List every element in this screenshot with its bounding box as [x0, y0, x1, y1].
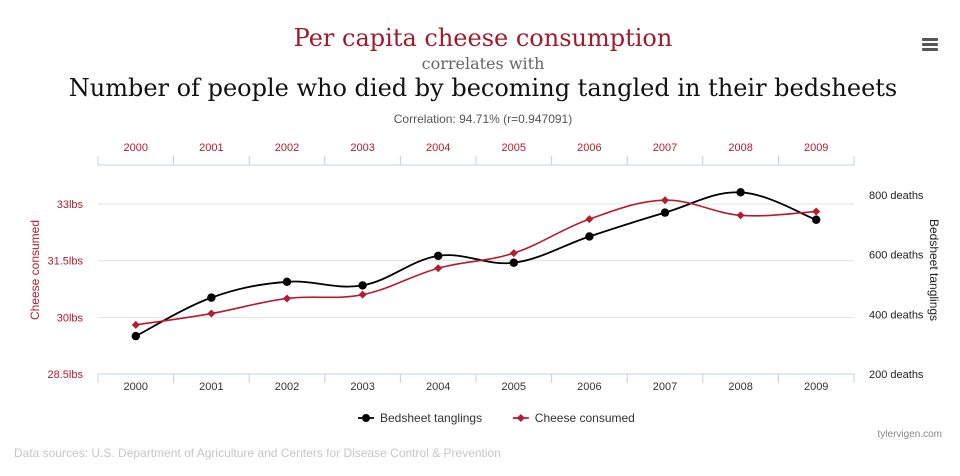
- left-axis-title: Cheese consumed: [28, 220, 42, 320]
- cheese-consumed-point: [131, 320, 140, 329]
- legend-bedsheet-tanglings-label[interactable]: Bedsheet tanglings: [380, 411, 482, 425]
- left-y-tick-label: 28.5lbs: [48, 369, 84, 381]
- legend-cheese-consumed-label[interactable]: Cheese consumed: [535, 411, 635, 425]
- top-x-tick-label: 2005: [502, 142, 526, 154]
- legend-bedsheet-tanglings-marker: [362, 414, 370, 422]
- credit-link[interactable]: tylervigen.com: [877, 429, 942, 440]
- right-y-tick-label: 800 deaths: [869, 190, 924, 202]
- left-y-tick-label: 33lbs: [57, 199, 84, 211]
- cheese-consumed-point: [812, 207, 821, 216]
- right-y-tick-label: 400 deaths: [869, 309, 924, 321]
- cheese-consumed-point: [207, 309, 216, 318]
- cheese-consumed-point: [283, 294, 291, 303]
- chart-connector-text: correlates with: [421, 54, 545, 73]
- right-axis-title: Bedsheet tanglings: [927, 219, 941, 321]
- cheese-consumed-point: [661, 196, 669, 205]
- bottom-x-tick-label: 2005: [502, 381, 526, 393]
- bedsheet-tanglings-point: [434, 251, 443, 261]
- bedsheet-tanglings-point: [509, 258, 518, 267]
- cheese-consumed-point: [736, 211, 745, 220]
- bottom-x-tick-label: 2002: [275, 381, 299, 393]
- bottom-x-tick-label: 2008: [728, 381, 752, 393]
- cheese-consumed-line: [135, 199, 817, 326]
- bottom-x-tick-label: 2007: [653, 381, 677, 393]
- bottom-x-tick-label: 2004: [426, 381, 450, 393]
- top-x-tick-label: 2002: [275, 142, 299, 154]
- correlation-text: Correlation: 94.71% (r=0.947091): [393, 112, 573, 126]
- cheese-consumed-point: [509, 249, 518, 258]
- bottom-x-tick-label: 2006: [577, 381, 601, 393]
- top-x-tick-label: 2008: [728, 142, 752, 154]
- bottom-x-tick-label: 2009: [804, 381, 828, 393]
- top-x-tick-label: 2004: [426, 142, 450, 154]
- right-y-tick-label: 200 deaths: [869, 369, 924, 381]
- cheese-consumed-point: [434, 264, 443, 273]
- right-y-tick-label: 600 deaths: [869, 250, 924, 262]
- bedsheet-tanglings-point: [282, 277, 292, 287]
- bottom-x-tick-label: 2000: [124, 381, 148, 393]
- cheese-consumed-point: [585, 215, 594, 224]
- top-x-tick-label: 2003: [350, 142, 374, 154]
- chart-title-line1: Per capita cheese consumption: [293, 24, 673, 52]
- bedsheet-tanglings-point: [585, 232, 594, 241]
- top-x-tick-label: 2009: [804, 142, 828, 154]
- legend-cheese-consumed-marker: [516, 414, 525, 422]
- chart-title-line2: Number of people who died by becoming ta…: [68, 74, 898, 102]
- bottom-x-tick-label: 2001: [199, 381, 223, 393]
- cheese-consumed-point: [358, 290, 367, 299]
- bedsheet-tanglings-point: [131, 331, 140, 341]
- left-y-tick-label: 31.5lbs: [48, 256, 84, 268]
- bedsheet-tanglings-point: [358, 281, 367, 290]
- bedsheet-tanglings-point: [207, 293, 216, 302]
- top-x-tick-label: 2001: [199, 142, 223, 154]
- hamburger-menu-icon[interactable]: [922, 38, 938, 52]
- bottom-x-tick-label: 2003: [350, 381, 374, 393]
- bedsheet-tanglings-line: [135, 191, 817, 337]
- data-sources-text: Data sources: U.S. Department of Agricul…: [14, 446, 501, 460]
- bedsheet-tanglings-point: [736, 188, 745, 197]
- bedsheet-tanglings-point: [812, 215, 821, 224]
- left-y-tick-label: 30lbs: [57, 312, 84, 324]
- top-x-tick-label: 2006: [577, 142, 601, 154]
- top-x-tick-label: 2007: [653, 142, 677, 154]
- bedsheet-tanglings-point: [660, 208, 670, 217]
- top-x-tick-label: 2000: [124, 142, 148, 154]
